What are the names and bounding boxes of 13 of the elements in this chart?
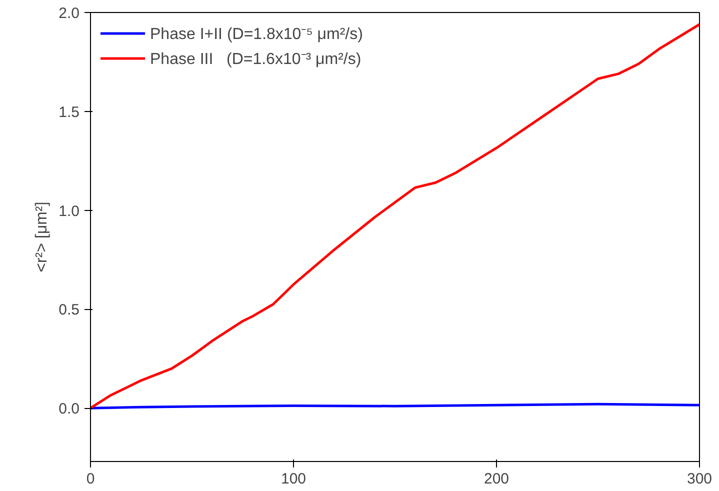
x-tick-label: 200 [484, 470, 510, 488]
line-series [90, 23, 700, 410]
y-tick-label: 2.0 [58, 5, 80, 22]
y-tick-label: 1.5 [58, 104, 80, 121]
y-tick-label: 0.5 [58, 302, 80, 319]
x-tick-label: 300 [686, 470, 712, 488]
legend-label: Phase I+II (D=1.8x10⁻⁵ μm²/s) [150, 25, 363, 44]
y-tick-label: 0.0 [58, 400, 80, 418]
y-axis-title: <r²> [μm²] [34, 202, 51, 272]
y-tick-label: 1.0 [58, 202, 80, 220]
legend-label: Phase III (D=1.6x10⁻³ μm²/s) [150, 50, 362, 69]
x-tick-label: 100 [280, 470, 306, 488]
x-tick-label: 0 [86, 470, 95, 488]
